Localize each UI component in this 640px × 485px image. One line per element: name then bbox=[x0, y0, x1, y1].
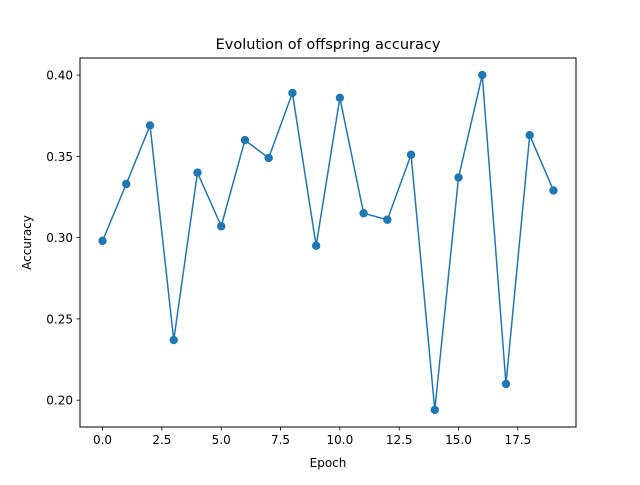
data-point bbox=[501, 379, 511, 389]
plot-layer bbox=[98, 70, 558, 415]
data-point bbox=[145, 121, 155, 130]
x-axis: 0.0 2.5 5.0 7.5 10.0 12.5 15.0 17.5 bbox=[93, 427, 531, 447]
data-point bbox=[335, 93, 345, 103]
x-axis-label: Epoch bbox=[310, 456, 347, 470]
data-point bbox=[406, 150, 416, 159]
data-point bbox=[193, 168, 202, 177]
data-point bbox=[430, 405, 439, 415]
y-axis: 0.20 0.25 0.30 0.35 0.40 bbox=[46, 69, 80, 408]
y-tick-label: 0.25 bbox=[46, 312, 73, 326]
y-tick-label: 0.30 bbox=[46, 231, 73, 245]
data-point bbox=[240, 135, 250, 145]
data-point bbox=[122, 179, 131, 189]
x-tick-label: 7.5 bbox=[271, 433, 290, 447]
data-point bbox=[264, 153, 273, 163]
y-tick-label: 0.20 bbox=[46, 394, 73, 408]
x-tick-label: 5.0 bbox=[212, 433, 231, 447]
data-point bbox=[98, 236, 107, 246]
data-point bbox=[169, 335, 178, 345]
data-point bbox=[525, 131, 534, 140]
data-point bbox=[359, 209, 368, 218]
x-tick-label: 0.0 bbox=[93, 433, 112, 447]
data-point bbox=[478, 70, 487, 80]
x-tick-label: 10.0 bbox=[327, 433, 354, 447]
y-tick-label: 0.35 bbox=[46, 150, 73, 164]
x-tick-label: 12.5 bbox=[386, 433, 413, 447]
data-point bbox=[549, 186, 558, 195]
plot-area-frame bbox=[79, 57, 577, 428]
data-point bbox=[454, 173, 463, 182]
y-tick-label: 0.40 bbox=[46, 69, 73, 83]
data-point bbox=[383, 215, 392, 224]
x-tick-label: 2.5 bbox=[152, 433, 171, 447]
data-point bbox=[288, 88, 297, 98]
data-point bbox=[311, 241, 321, 250]
x-tick-label: 15.0 bbox=[445, 433, 472, 447]
x-tick-label: 17.5 bbox=[504, 433, 531, 447]
chart-title: Evolution of offspring accuracy bbox=[216, 37, 441, 53]
y-axis-label: Accuracy bbox=[20, 215, 34, 270]
data-point bbox=[217, 222, 226, 231]
series-line bbox=[101, 74, 555, 411]
